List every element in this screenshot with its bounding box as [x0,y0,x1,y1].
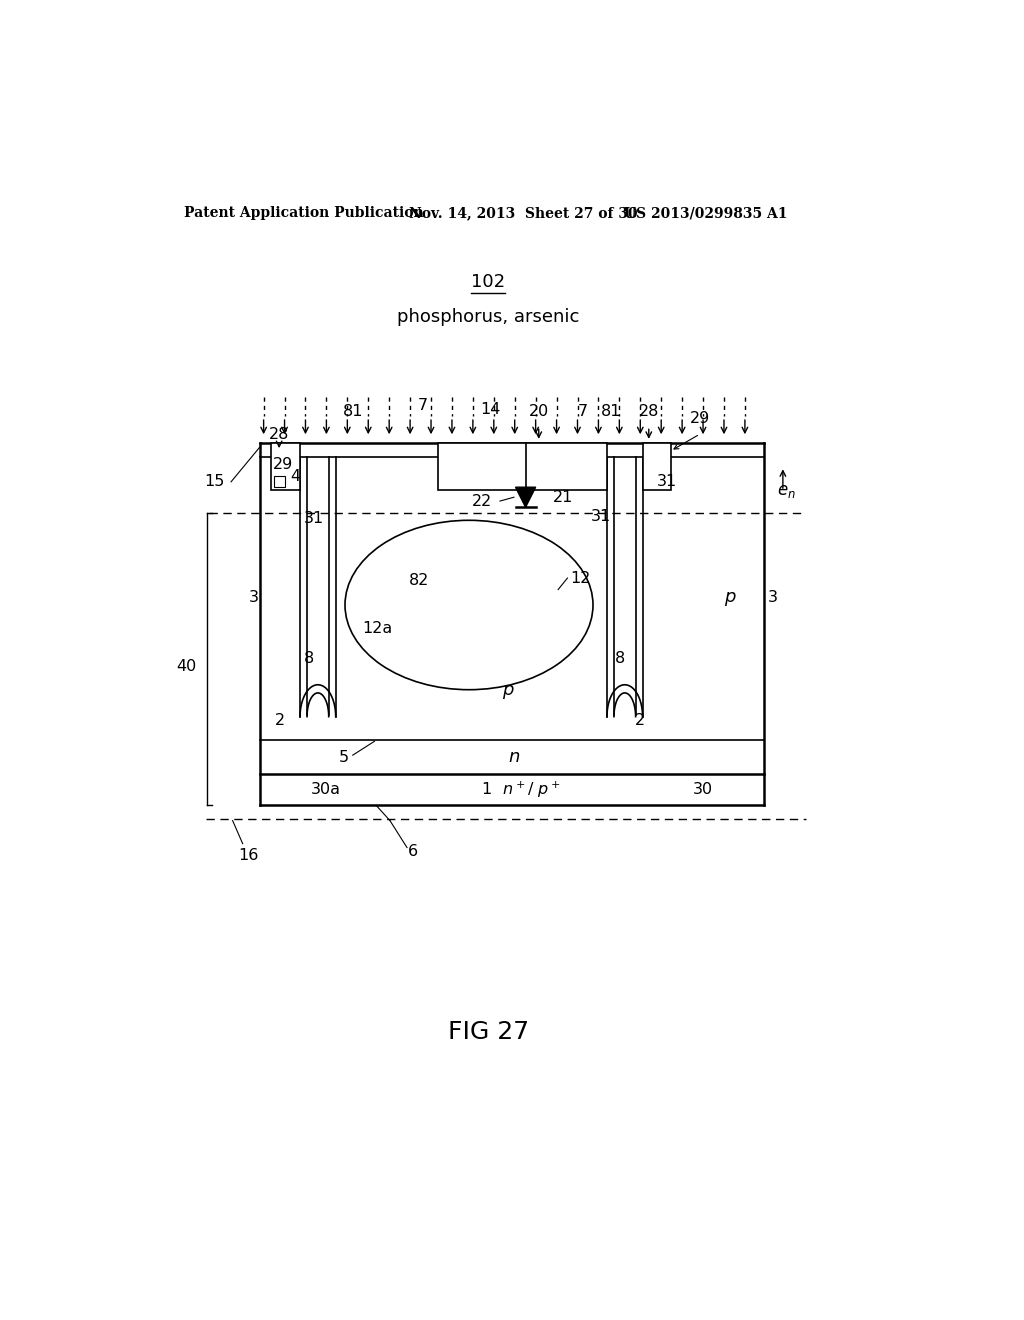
Text: 21: 21 [553,490,573,504]
Text: 81: 81 [601,404,622,418]
Text: 82: 82 [409,573,429,587]
Text: 3: 3 [249,590,258,605]
Bar [273,477,285,487]
Text: p: p [502,681,513,698]
Text: 14: 14 [480,403,501,417]
Text: 28: 28 [269,426,290,442]
Text: Nov. 14, 2013  Sheet 27 of 30: Nov. 14, 2013 Sheet 27 of 30 [409,206,637,220]
Text: 31: 31 [656,474,677,490]
Text: 2: 2 [274,713,285,729]
Text: 7: 7 [418,397,428,412]
Text: 40: 40 [176,659,197,675]
Text: 81: 81 [342,404,362,418]
Bar [643,444,671,490]
Text: 29: 29 [272,457,293,473]
Text: 31: 31 [304,511,325,527]
Text: 30a: 30a [310,783,341,797]
Text: 3: 3 [768,590,778,605]
Text: 8: 8 [615,651,626,667]
Text: phosphorus, arsenic: phosphorus, arsenic [397,309,580,326]
Text: 2: 2 [635,713,644,729]
Text: 6: 6 [409,843,418,859]
Text: FIG 27: FIG 27 [447,1020,529,1044]
Text: Patent Application Publication: Patent Application Publication [183,206,424,220]
Ellipse shape [345,520,593,689]
Text: $n^+$/ $p^+$: $n^+$/ $p^+$ [502,780,560,800]
Text: 5: 5 [338,750,348,766]
Text: 30: 30 [693,783,713,797]
Text: 22: 22 [472,494,493,508]
Text: p: p [724,589,735,606]
Text: $e_n$: $e_n$ [777,482,797,500]
Text: 16: 16 [238,847,258,862]
Text: 102: 102 [471,273,506,290]
Text: 8: 8 [303,651,313,667]
Polygon shape [515,487,536,507]
Text: 7: 7 [578,404,588,418]
Text: US 2013/0299835 A1: US 2013/0299835 A1 [624,206,787,220]
Text: 15: 15 [205,474,225,490]
Text: 12a: 12a [362,620,392,636]
Text: 20: 20 [528,404,549,418]
Text: 12: 12 [569,570,590,586]
Text: n: n [508,748,519,767]
Bar [271,444,300,490]
Text: 28: 28 [639,404,659,418]
Text: 31: 31 [591,510,611,524]
Text: 4: 4 [291,469,300,484]
Bar [438,444,607,490]
Text: 1: 1 [481,783,492,797]
Text: 29: 29 [690,412,710,426]
